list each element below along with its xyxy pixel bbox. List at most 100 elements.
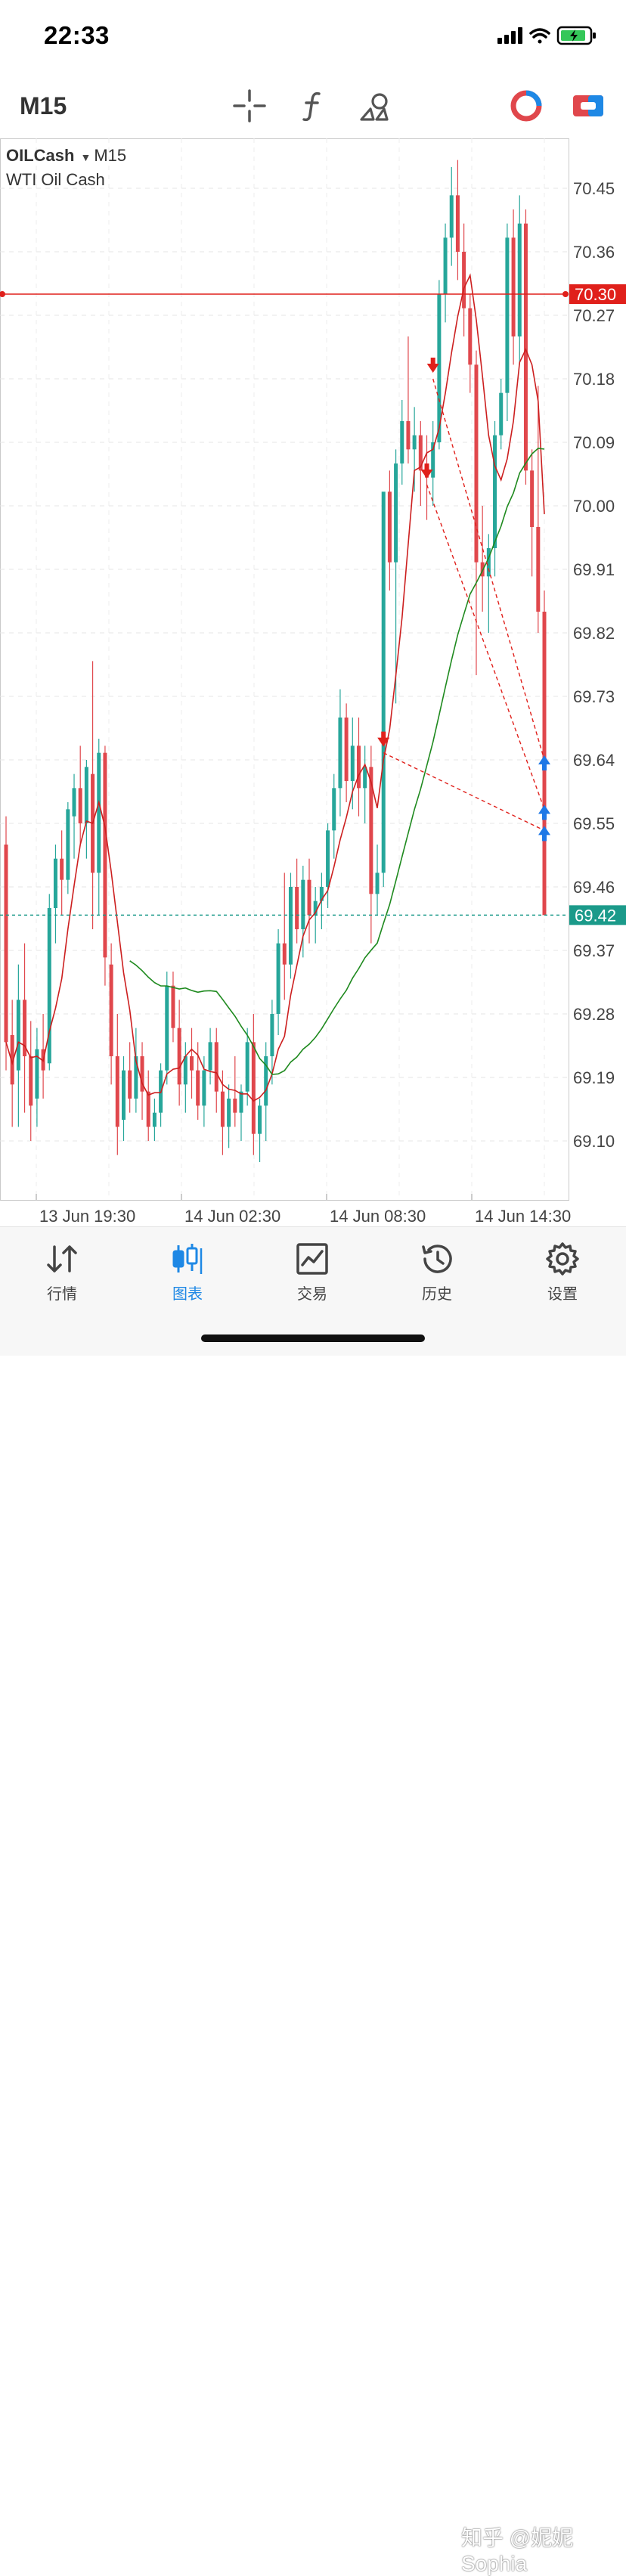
- candle-up: [47, 908, 51, 1064]
- trade-link-line: [383, 752, 545, 831]
- candle-up: [258, 1105, 262, 1134]
- candle-down: [406, 421, 411, 450]
- trade-link-line: [426, 484, 545, 810]
- candle-down: [146, 1091, 150, 1127]
- price-tick-label: 69.19: [573, 1068, 615, 1087]
- nav-trade-label: 交易: [297, 1286, 327, 1303]
- candle-up: [239, 1091, 243, 1113]
- candle-up: [288, 887, 293, 965]
- quotes-icon: [47, 1245, 77, 1273]
- status-time: 22:33: [44, 21, 110, 49]
- candle-down: [128, 1070, 132, 1099]
- symbol-name[interactable]: OILCash: [6, 146, 75, 165]
- candle-up: [394, 463, 398, 563]
- candle-up: [363, 767, 367, 789]
- trade-levels-icon[interactable]: [569, 86, 608, 126]
- candle-down: [177, 1028, 181, 1085]
- candle-down: [109, 964, 113, 1056]
- nav-settings[interactable]: 设置: [517, 1241, 608, 1316]
- candle-up: [183, 1056, 187, 1085]
- candle-down: [511, 237, 516, 336]
- candle-up: [16, 1000, 20, 1071]
- candle-down: [214, 1042, 218, 1092]
- candle-down: [251, 1042, 256, 1134]
- time-tick-label: 14 Jun 02:30: [184, 1207, 280, 1225]
- timeframe-button[interactable]: M15: [20, 92, 67, 119]
- candle-down: [523, 223, 528, 471]
- function-icon[interactable]: [293, 86, 333, 126]
- symbol-dropdown-icon[interactable]: ▼: [80, 151, 91, 163]
- candle-down: [10, 1035, 14, 1085]
- price-tick-label: 69.10: [573, 1132, 615, 1151]
- candle-down: [103, 752, 107, 958]
- trade-link-line: [432, 378, 545, 761]
- candle-down: [115, 1056, 119, 1127]
- price-tick-label: 70.27: [573, 306, 615, 325]
- candle-down: [295, 887, 299, 929]
- candle-up: [227, 1099, 231, 1127]
- candle-up: [152, 1112, 156, 1127]
- nav-chart[interactable]: 图表: [142, 1241, 233, 1316]
- price-chart[interactable]: 70.45 70.36 70.27 70.18 70.09 70.00 69.91 69.82…: [0, 138, 626, 1225]
- candle-down: [307, 879, 311, 916]
- candle-up: [431, 442, 435, 478]
- candle-up: [66, 809, 70, 880]
- symbol-description: WTI Oil Cash: [6, 170, 105, 189]
- bid-price-label: 69.42: [575, 906, 616, 925]
- candle-up: [53, 858, 57, 908]
- settings-icon: [546, 1242, 579, 1276]
- candle-up: [332, 788, 336, 831]
- candle-down: [140, 1056, 144, 1092]
- price-tick-label: 69.73: [573, 687, 615, 706]
- signal-icon: [497, 27, 522, 44]
- nav-settings-label: 设置: [547, 1286, 578, 1303]
- candle-down: [536, 527, 541, 612]
- candle-up: [486, 548, 491, 577]
- price-tick-label: 70.18: [573, 370, 615, 389]
- candle-up: [72, 788, 76, 817]
- price-tick-label: 69.82: [573, 624, 615, 643]
- candle-up: [400, 421, 404, 463]
- nav-quotes-label: 行情: [47, 1286, 77, 1303]
- price-tick-label: 69.55: [573, 814, 615, 833]
- candle-up: [449, 195, 454, 238]
- candle-down: [220, 1091, 225, 1127]
- candle-down: [344, 718, 349, 781]
- candle-up: [493, 435, 497, 548]
- ask-price-badge: [569, 284, 626, 304]
- candle-up: [245, 1042, 249, 1092]
- candle-up: [338, 718, 342, 789]
- price-tick-label: 70.36: [573, 243, 615, 262]
- chart-frame: [0, 138, 569, 1201]
- time-tick-label: 14 Jun 08:30: [330, 1207, 426, 1225]
- home-indicator: [201, 1334, 425, 1342]
- candle-up: [165, 985, 169, 1071]
- candle-down: [462, 252, 466, 308]
- candle-up: [412, 435, 417, 450]
- price-tick-label: 69.28: [573, 1005, 615, 1024]
- nav-history[interactable]: 历史: [392, 1241, 482, 1316]
- crosshair-icon[interactable]: [230, 86, 269, 126]
- buy-arrow-icon: [538, 804, 550, 820]
- chart-canvas[interactable]: 70.45 70.36 70.27 70.18 70.09 70.00 69.91 69.82…: [0, 138, 626, 1225]
- candle-down: [4, 845, 8, 1043]
- candle-up: [443, 237, 448, 294]
- candle-down: [387, 491, 392, 563]
- candle-down: [455, 195, 460, 252]
- objects-icon[interactable]: [357, 86, 396, 126]
- trade-icon: [296, 1243, 328, 1275]
- candle-up: [319, 887, 324, 901]
- candle-down: [468, 308, 473, 365]
- candle-down: [196, 1070, 200, 1106]
- sell-arrow-icon: [420, 463, 433, 479]
- ask-line-handle: [562, 291, 569, 297]
- candle-up: [276, 943, 280, 1014]
- candle-up: [301, 879, 305, 929]
- nav-quotes[interactable]: 行情: [17, 1241, 107, 1316]
- chart-timeframe: M15: [94, 146, 127, 165]
- nav-trade[interactable]: 交易: [267, 1241, 358, 1316]
- candle-down: [29, 1056, 33, 1106]
- price-tick-label: 69.91: [573, 560, 615, 579]
- one-click-trading-icon[interactable]: [507, 86, 546, 126]
- candle-up: [97, 752, 101, 873]
